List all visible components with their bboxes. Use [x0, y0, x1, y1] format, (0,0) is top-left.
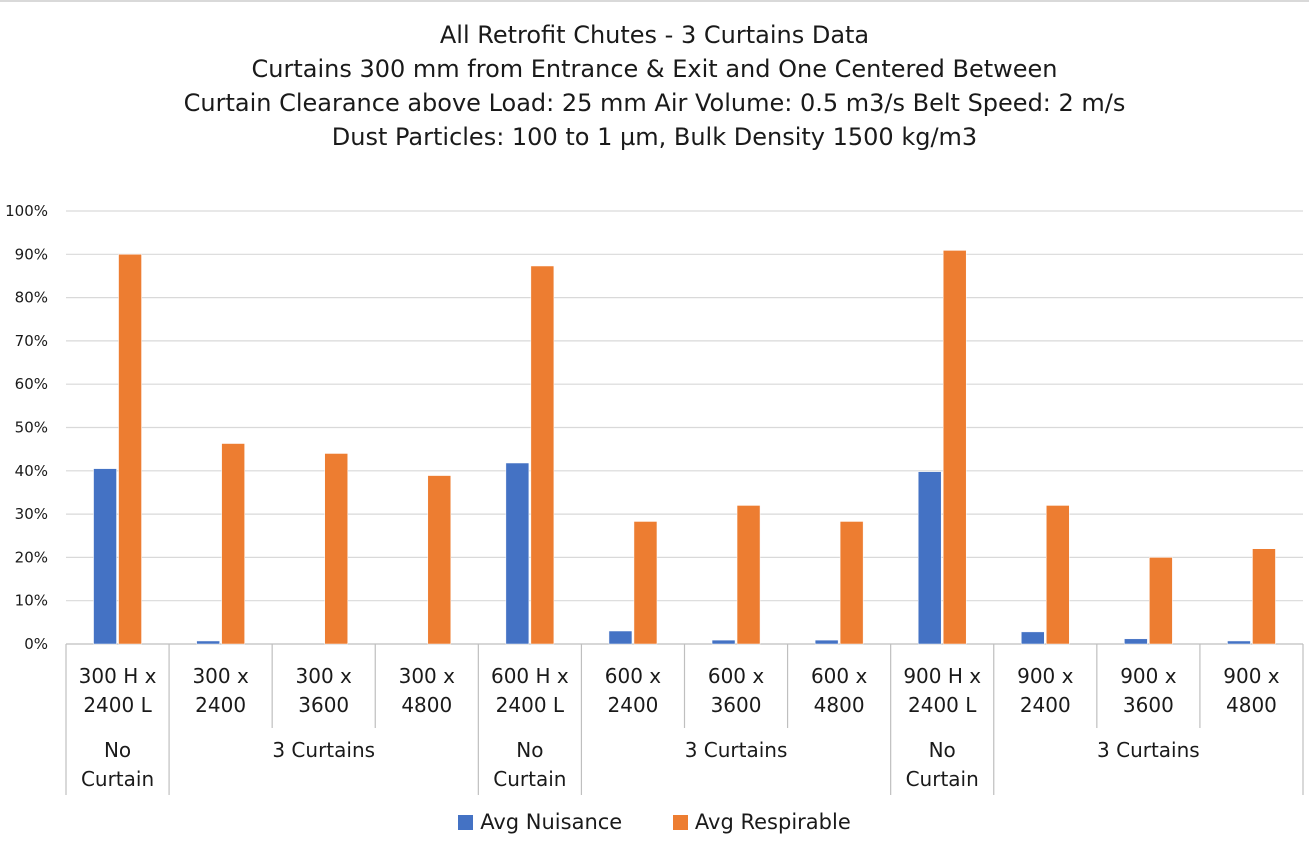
- bar-nuisance: [917, 471, 942, 645]
- bar-respirable: [530, 265, 555, 645]
- bar-nuisance: [1124, 638, 1148, 645]
- y-tick-label: 70%: [15, 332, 48, 350]
- group-label: 3 Curtains: [272, 738, 375, 762]
- legend-swatch-nuisance: [458, 814, 474, 830]
- bar-nuisance: [1227, 640, 1251, 645]
- title-line-4: Dust Particles: 100 to 1 µm, Bulk Densit…: [331, 123, 978, 151]
- x-tick-label: 600 x: [605, 664, 662, 688]
- legend: Avg Nuisance Avg Respirable: [0, 810, 1309, 835]
- group-label: No: [516, 738, 543, 762]
- chart-title: All Retrofit Chutes - 3 Curtains Data Cu…: [0, 18, 1309, 154]
- y-tick-label: 100%: [5, 202, 48, 220]
- legend-item-respirable: Avg Respirable: [672, 810, 851, 834]
- group-label: No: [929, 738, 956, 762]
- title-line-2: Curtains 300 mm from Entrance & Exit and…: [251, 55, 1058, 83]
- bar-nuisance: [814, 639, 839, 645]
- x-tick-label: 300 x: [399, 664, 456, 688]
- legend-label-nuisance: Avg Nuisance: [480, 810, 623, 834]
- x-tick-label: 600 x: [708, 664, 765, 688]
- x-tick-label: 900 x: [1017, 664, 1074, 688]
- group-label: Curtain: [493, 767, 566, 791]
- group-label: 3 Curtains: [1097, 738, 1200, 762]
- x-tick-label: 300 x: [192, 664, 249, 688]
- x-tick-label: 2400 L: [496, 693, 565, 717]
- x-tick-label: 300 H x: [79, 664, 157, 688]
- legend-item-nuisance: Avg Nuisance: [458, 810, 622, 834]
- x-tick-label: 2400 L: [908, 693, 977, 717]
- group-label: Curtain: [81, 767, 154, 791]
- group-label: No: [104, 738, 131, 762]
- bar-respirable: [633, 521, 658, 645]
- x-tick-label: 900 x: [1120, 664, 1177, 688]
- x-tick-label: 2400 L: [83, 693, 152, 717]
- group-label: 3 Curtains: [685, 738, 788, 762]
- bar-nuisance: [93, 468, 117, 645]
- group-label: Curtain: [906, 767, 979, 791]
- x-tick-label: 4800: [1226, 693, 1277, 717]
- y-tick-label: 20%: [15, 548, 48, 566]
- x-tick-label: 3600: [711, 693, 762, 717]
- x-tick-label: 900 x: [1223, 664, 1280, 688]
- legend-label-respirable: Avg Respirable: [694, 810, 851, 834]
- bar-respirable: [1046, 505, 1070, 645]
- bar-nuisance: [505, 462, 530, 645]
- x-tick-label: 2400: [1020, 693, 1071, 717]
- bar-nuisance: [608, 630, 633, 645]
- bar-respirable: [736, 505, 761, 645]
- y-tick-label: 60%: [15, 375, 48, 393]
- bar-respirable: [324, 453, 348, 645]
- title-line-3: Curtain Clearance above Load: 25 mm Air …: [183, 89, 1126, 117]
- x-tick-label: 2400: [195, 693, 246, 717]
- y-tick-label: 80%: [15, 289, 48, 307]
- x-tick-label: 2400: [608, 693, 659, 717]
- y-tick-label: 40%: [15, 462, 48, 480]
- bar-respirable: [942, 250, 967, 645]
- bar-respirable: [1252, 548, 1276, 645]
- legend-swatch-respirable: [672, 814, 688, 830]
- y-tick-label: 10%: [15, 592, 48, 610]
- x-tick-label: 900 H x: [903, 664, 981, 688]
- y-tick-label: 50%: [15, 419, 48, 437]
- bar-nuisance: [711, 639, 736, 645]
- bar-nuisance: [196, 640, 220, 645]
- x-tick-label: 3600: [1123, 693, 1174, 717]
- y-tick-label: 0%: [24, 635, 48, 653]
- bar-respirable: [221, 443, 245, 645]
- bar-respirable: [839, 521, 864, 645]
- y-tick-label: 30%: [15, 505, 48, 523]
- x-tick-label: 600 H x: [491, 664, 569, 688]
- bar-chart: 0% 10% 20% 30% 40% 50% 60% 70% 80% 90% 100% 300 H x…: [5, 202, 1304, 795]
- y-tick-label: 90%: [15, 245, 48, 263]
- x-tick-label: 3600: [298, 693, 349, 717]
- title-line-1: All Retrofit Chutes - 3 Curtains Data: [439, 21, 870, 49]
- x-tick-label: 600 x: [811, 664, 868, 688]
- x-tick-label: 300 x: [296, 664, 353, 688]
- x-tick-label: 4800: [401, 693, 452, 717]
- bar-respirable: [427, 475, 452, 645]
- bar-nuisance: [1021, 631, 1045, 645]
- top-border: [0, 0, 1309, 2]
- bar-respirable: [118, 254, 142, 645]
- bar-respirable: [1149, 557, 1173, 645]
- x-tick-label: 4800: [814, 693, 865, 717]
